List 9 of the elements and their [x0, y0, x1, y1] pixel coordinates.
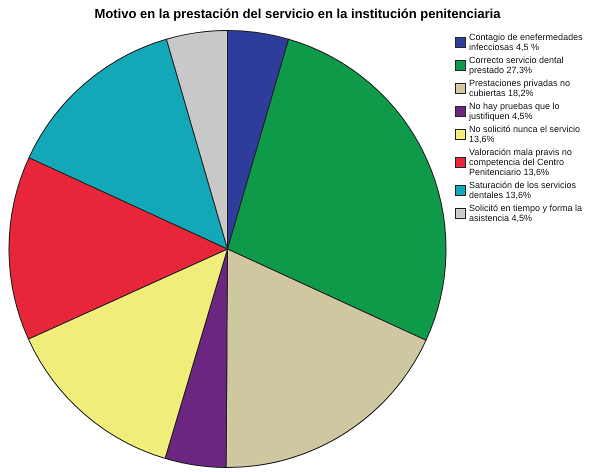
legend-label: No solicitó nunca el servicio 13,6%	[469, 124, 582, 144]
legend-label: Correcto servicio dental prestado 27,3%	[469, 55, 565, 75]
legend-label: Solicitó en tiempo y forma la asistencia 4,5%	[469, 203, 584, 223]
legend-label: Contagio de enefermedades infecciosas 4,5 %	[469, 32, 584, 52]
legend-label: Saturación de los servicios dentales 13,6%	[469, 180, 578, 200]
chart-title: Motivo en la prestación del servicio en la institución penitenciaria	[94, 5, 502, 23]
legend-label: Prestaciones privadas no cubiertas 18,2%	[469, 78, 572, 98]
legend-label: No hay pruebas que lo justifiquen 4,5%	[469, 101, 561, 121]
legend-label: Valoración mala pravis no competencia del Centro Penitenciario 13,6%	[469, 147, 573, 177]
